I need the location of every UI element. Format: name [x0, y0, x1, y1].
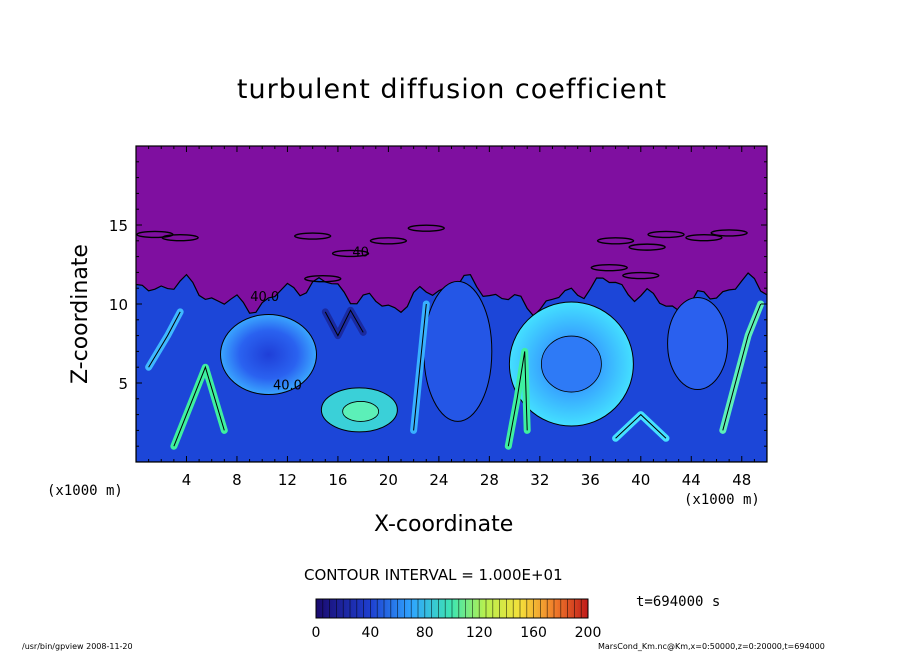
turbulent-detail: [136, 224, 765, 450]
y-tick-label: 10: [109, 296, 128, 314]
colorbar-tick-label: 80: [416, 625, 434, 641]
contour-blob: [590, 263, 628, 272]
contour-blob: [685, 233, 723, 242]
filament-contour: [324, 309, 364, 337]
x-tick-label: 8: [232, 471, 242, 489]
x-tick-label: 24: [429, 471, 448, 489]
colorbar-stripes: [322, 599, 582, 618]
colorbar-tick-label: 160: [520, 625, 547, 641]
y-tick-label: 15: [109, 217, 128, 235]
footer-left: /usr/bin/gpview 2008-11-20: [22, 642, 133, 651]
contour-blob: [647, 230, 685, 239]
x-tick-label: 20: [379, 471, 398, 489]
contour-blob: [161, 233, 199, 242]
vortex-center-core: [540, 335, 602, 393]
colorbar-tick-label: 0: [312, 625, 321, 641]
contour-blob: [293, 232, 332, 240]
x-tick-label: 32: [530, 471, 549, 489]
footer-right: MarsCond_Km.nc@Km,x=0:50000,z=0:20000,t=…: [598, 642, 825, 651]
x-tick-label: 40: [631, 471, 650, 489]
field-layer: [136, 146, 767, 462]
colorbar-tick-label: 40: [361, 625, 379, 641]
x-tick-label: 12: [278, 471, 297, 489]
z-unit-label: (x1000 m): [47, 483, 123, 499]
filament-contour: [615, 413, 667, 439]
x-axis-ticks: 4 8 12 16 20 24 28 32 36 40 44 48: [148, 146, 755, 489]
contour-blob: [304, 275, 342, 283]
vortex-mid: [423, 280, 493, 422]
contour-labels: 40.0 40.0 40: [250, 246, 369, 394]
x-axis-label: X-coordinate: [374, 512, 514, 537]
x-tick-label: 4: [182, 471, 192, 489]
contour-blob: [596, 237, 635, 245]
y-axis-label: Z-coordinate: [68, 244, 93, 384]
filament-contour: [507, 351, 528, 447]
filament-contour: [722, 303, 762, 431]
chart-title: turbulent diffusion coefficient: [236, 74, 668, 105]
filament-contour: [148, 311, 181, 368]
vortex-right: [667, 297, 729, 390]
y-tick-label: 5: [118, 375, 128, 393]
filament-contour: [413, 303, 427, 431]
colorbar-tick-label: 120: [466, 625, 493, 641]
contour-label: 40: [352, 246, 369, 261]
contour-blob: [407, 224, 445, 232]
y-axis-ticks: 5 10 15: [109, 161, 767, 447]
contour-blob: [331, 249, 370, 258]
filament-contour: [173, 365, 225, 447]
x-tick-label: 16: [328, 471, 347, 489]
colorbar-tick-label: 200: [575, 625, 602, 641]
x-tick-label: 36: [581, 471, 600, 489]
contour-blob: [369, 237, 408, 245]
x-tick-label: 28: [480, 471, 499, 489]
contour-blob: [628, 243, 666, 251]
time-label: t=694000 s: [636, 594, 721, 610]
contour-label: 40.0: [250, 290, 279, 305]
contour-blob: [710, 229, 748, 237]
x-unit-label: (x1000 m): [684, 492, 760, 508]
contour-interval: CONTOUR INTERVAL = 1.000E+01: [304, 566, 563, 584]
contour-label: 40.0: [273, 378, 302, 393]
vortex-lower-core: [342, 401, 380, 422]
colorbar-ticks: 0 40 80 120 160 200: [312, 625, 602, 641]
x-tick-label: 48: [732, 471, 751, 489]
x-tick-label: 44: [682, 471, 701, 489]
vortex-left: [220, 314, 318, 396]
contour-blob: [622, 271, 660, 280]
